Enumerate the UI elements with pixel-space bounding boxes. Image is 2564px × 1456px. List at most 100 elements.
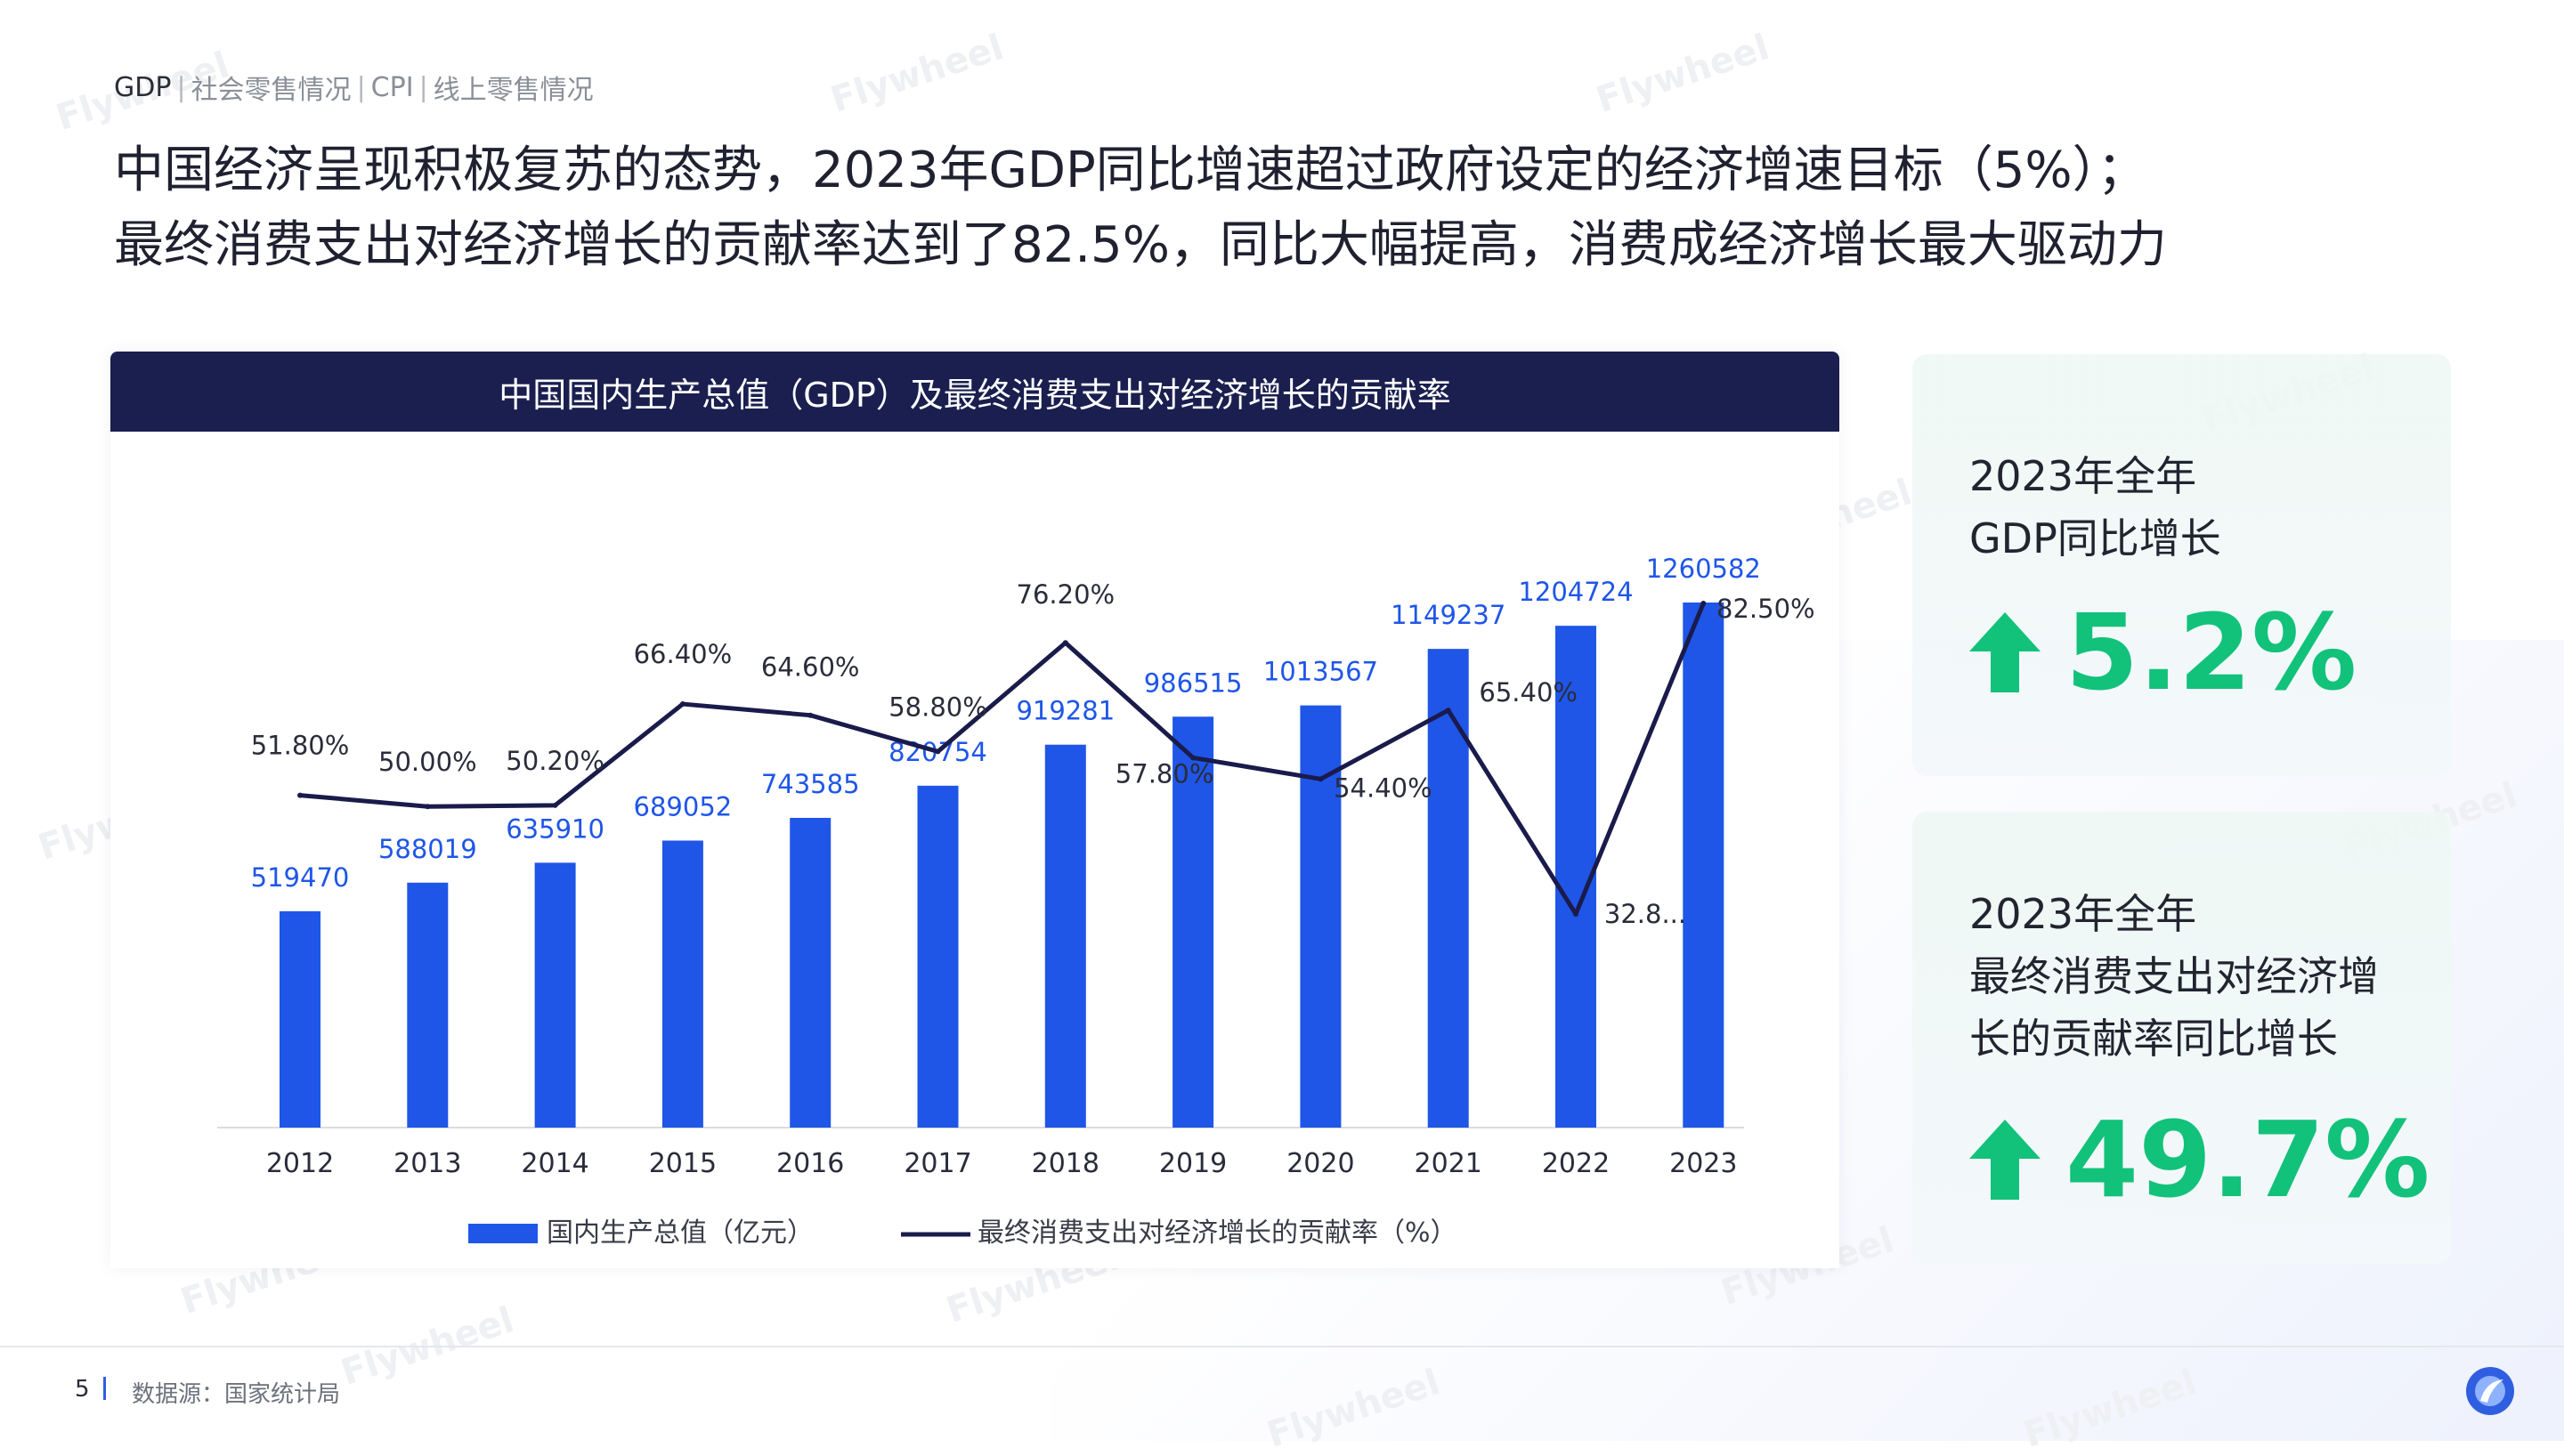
- consumption-rate-label: 51.80%: [251, 731, 350, 761]
- breadcrumb-item-gdp[interactable]: GDP: [114, 71, 172, 103]
- consumption-rate-label: 54.40%: [1334, 772, 1432, 803]
- consumption-rate-point: [1445, 708, 1451, 714]
- consumption-rate-label: 50.20%: [506, 746, 604, 776]
- consumption-rate-point: [807, 712, 814, 718]
- gdp-bar-label: 689052: [634, 791, 733, 821]
- consumption-rate-line: [299, 603, 1706, 917]
- headline-line-1: 中国经济呈现积极复苏的态势，2023年GDP同比增速超过政府设定的经济增速目标（…: [114, 142, 2147, 199]
- kpi-label-line: 2023年全年: [1969, 452, 2197, 500]
- kpi-label: 2023年全年 最终消费支出对经济增 长的贡献率同比增长: [1969, 883, 2379, 1070]
- consumption-rate-label: 65.40%: [1479, 677, 1578, 708]
- gdp-bar: [407, 882, 449, 1128]
- gdp-bar: [917, 785, 959, 1128]
- x-tick-label: 2015: [649, 1148, 717, 1179]
- page-headline: 中国经济呈现积极复苏的态势，2023年GDP同比增速超过政府设定的经济增速目标（…: [114, 133, 2393, 283]
- consumption-rate-label: 64.60%: [761, 652, 860, 683]
- watermark-text: Flywheel: [2018, 1362, 2202, 1456]
- gdp-bar: [534, 862, 576, 1128]
- gdp-bar: [1427, 649, 1469, 1128]
- kpi-value-row: 5.2%: [1969, 591, 2357, 714]
- legend-label-gdp: 国内生产总值（亿元）: [547, 1217, 814, 1249]
- gdp-bar-label: 519470: [251, 862, 350, 893]
- gdp-bar: [280, 910, 320, 1128]
- consumption-rate-point: [1190, 755, 1197, 761]
- breadcrumb-item-online-retail[interactable]: 线上零售情况: [433, 75, 594, 106]
- x-tick-label: 2017: [904, 1148, 971, 1179]
- chart-title-bar: 中国国内生产总值（GDP）及最终消费支出对经济增长的贡献率: [110, 352, 1839, 432]
- watermark-text: Flywheel: [825, 27, 1009, 121]
- kpi-card-consumption-growth: 2023年全年 最终消费支出对经济增 长的贡献率同比增长 49.7%: [1912, 812, 2451, 1264]
- chart-title: 中国国内生产总值（GDP）及最终消费支出对经济增长的贡献率: [499, 375, 1451, 415]
- up-arrow-icon: [1969, 612, 2041, 692]
- legend-label-rate: 最终消费支出对经济增长的贡献率（%）: [978, 1217, 1457, 1249]
- watermark-text: Flywheel: [1591, 27, 1774, 121]
- gdp-bar: [1300, 705, 1342, 1128]
- consumption-rate-label: 82.50%: [1716, 594, 1815, 624]
- gdp-consumption-chart: 5194705880196359106890527435858207549192…: [217, 554, 1815, 1249]
- gdp-bar: [1683, 603, 1724, 1128]
- x-tick-label: 2016: [776, 1148, 844, 1179]
- x-tick-label: 2022: [1542, 1148, 1610, 1179]
- consumption-rate-point: [552, 802, 558, 808]
- kpi-card-gdp-growth: 2023年全年 GDP同比增长 5.2%: [1912, 354, 2451, 776]
- breadcrumb-item-retail[interactable]: 社会零售情况: [191, 75, 352, 106]
- x-tick-label: 2014: [521, 1148, 588, 1179]
- consumption-rate-point: [1700, 601, 1707, 606]
- consumption-rate-point: [1573, 911, 1578, 917]
- kpi-label-line: GDP同比增长: [1969, 514, 2221, 562]
- consumption-rate-label: 50.00%: [378, 747, 477, 777]
- gdp-bar-label: 1204724: [1518, 577, 1633, 607]
- flywheel-logo-icon: [2466, 1367, 2514, 1415]
- consumption-rate-label: 58.80%: [888, 692, 987, 722]
- x-tick-label: 2020: [1286, 1148, 1354, 1179]
- gdp-bar: [1172, 716, 1214, 1128]
- consumption-rate-point: [935, 748, 941, 755]
- legend-swatch-gdp: [468, 1224, 538, 1243]
- kpi-label-line: 2023年全年: [1969, 890, 2197, 938]
- consumption-rate-point: [297, 792, 303, 798]
- watermark-text: Flywheel: [1262, 1362, 1445, 1456]
- page-number-separator: [103, 1377, 106, 1400]
- consumption-rate-label: 57.80%: [1116, 758, 1214, 789]
- data-source: 数据源：国家统计局: [132, 1381, 341, 1408]
- gdp-bar-label: 743585: [761, 769, 860, 799]
- kpi-value: 5.2%: [2065, 591, 2357, 714]
- headline-line-2: 最终消费支出对经济增长的贡献率达到了82.5%，同比大幅提高，消费成经济增长最大…: [114, 216, 2167, 274]
- x-tick-label: 2021: [1415, 1148, 1482, 1179]
- kpi-label-line: 长的贡献率同比增长: [1969, 1015, 2338, 1063]
- consumption-rate-label: 66.40%: [634, 639, 733, 669]
- gdp-bar: [661, 840, 703, 1128]
- page-number: 5: [75, 1376, 90, 1403]
- consumption-rate-point: [425, 804, 431, 810]
- gdp-bar-label: 588019: [378, 834, 477, 864]
- gdp-bar: [790, 817, 832, 1128]
- kpi-value: 49.7%: [2065, 1098, 2430, 1221]
- x-tick-label: 2023: [1669, 1148, 1737, 1179]
- kpi-label-line: 最终消费支出对经济增: [1969, 952, 2379, 1000]
- consumption-rate-point: [1318, 776, 1324, 782]
- gdp-bar-label: 635910: [506, 813, 604, 844]
- gdp-bar-label: 919281: [1016, 696, 1115, 726]
- breadcrumb-separator: |: [418, 71, 428, 103]
- gdp-bar-label: 1013567: [1263, 657, 1378, 687]
- gdp-bar-label: 1149237: [1391, 600, 1505, 630]
- x-tick-label: 2012: [266, 1148, 334, 1179]
- breadcrumb: GDP | 社会零售情况 | CPI | 线上零售情况: [114, 68, 594, 107]
- kpi-label: 2023年全年 GDP同比增长: [1969, 445, 2221, 570]
- x-tick-label: 2013: [394, 1148, 461, 1179]
- gdp-bar-label: 1260582: [1646, 554, 1761, 584]
- gdp-bar-label: 986515: [1144, 667, 1243, 698]
- gdp-bar: [1044, 744, 1086, 1128]
- breadcrumb-separator: |: [176, 71, 186, 103]
- consumption-rate-label: 76.20%: [1017, 579, 1116, 610]
- footer-divider: [0, 1346, 2564, 1347]
- kpi-value-row: 49.7%: [1969, 1098, 2430, 1221]
- consumption-rate-label: 32.8...: [1604, 899, 1686, 929]
- consumption-rate-point: [1062, 640, 1068, 646]
- breadcrumb-item-cpi[interactable]: CPI: [370, 71, 414, 103]
- breadcrumb-separator: |: [356, 71, 366, 103]
- x-tick-label: 2018: [1032, 1148, 1099, 1179]
- up-arrow-icon: [1969, 1120, 2041, 1200]
- x-tick-label: 2019: [1159, 1148, 1227, 1179]
- chart-card: 519470 588019 635910 689052 743585 820754 9192…: [110, 352, 1839, 1268]
